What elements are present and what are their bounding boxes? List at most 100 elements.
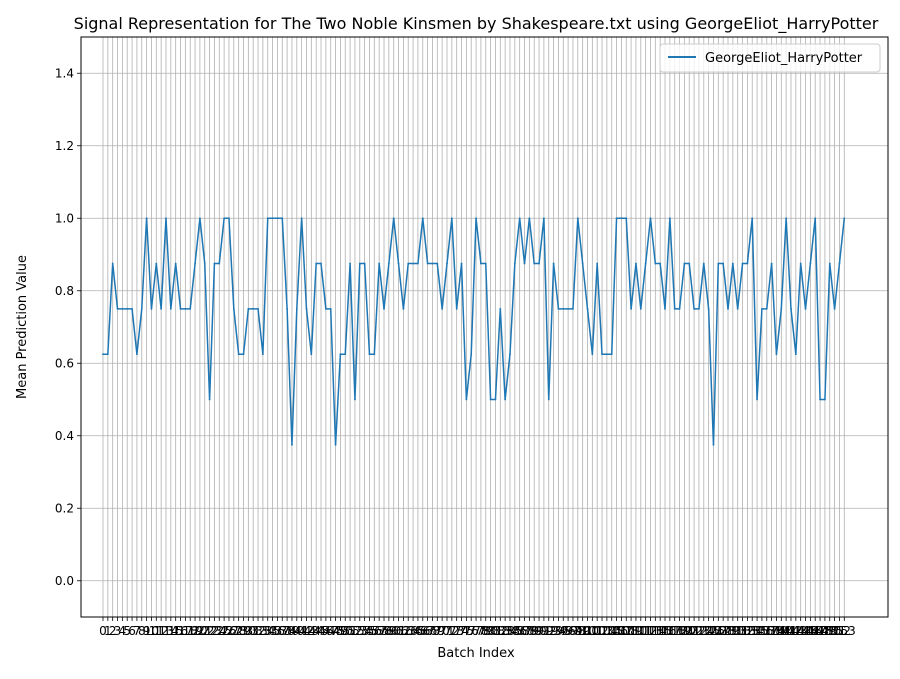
data-point (494, 398, 497, 401)
x-tick-label: 88 (522, 624, 537, 638)
data-point (223, 217, 226, 220)
data-point (131, 307, 133, 310)
x-tick-label: 71 (439, 624, 454, 638)
data-point (746, 262, 749, 265)
x-tick-label: 146 (799, 624, 822, 638)
data-point (213, 262, 216, 265)
data-point (266, 217, 269, 220)
x-tick-label: 104 (595, 624, 618, 638)
x-tick-label: 139 (765, 624, 788, 638)
legend-label: GeorgeEliot_HarryPotter (705, 51, 863, 66)
y-tick-label: 0.6 (55, 356, 74, 370)
data-point (804, 307, 807, 310)
x-tick-label: 33 (255, 624, 270, 638)
x-tick-label: 68 (425, 624, 440, 638)
data-point (557, 307, 560, 310)
y-axis-label: Mean Prediction Value (15, 255, 30, 399)
data-point (121, 307, 124, 310)
data-point (339, 353, 342, 356)
data-point (838, 262, 841, 265)
x-tick-label: 134 (741, 624, 764, 638)
x-tick-label: 130 (721, 624, 744, 638)
data-point (441, 307, 444, 310)
x-tick-label: 112 (634, 624, 657, 638)
x-tick-label: 144 (789, 624, 812, 638)
data-point (693, 307, 695, 310)
data-point (179, 307, 182, 310)
x-tick-label: 145 (794, 624, 817, 638)
x-tick-label: 86 (512, 624, 527, 638)
x-tick-label: 6 (128, 624, 136, 638)
x-tick-label: 13 (158, 624, 173, 638)
x-tick-label: 141 (775, 624, 798, 638)
data-point (315, 262, 318, 265)
x-tick-label: 105 (600, 624, 623, 638)
x-tick-label: 118 (663, 624, 686, 638)
y-tick-label: 1.2 (55, 139, 74, 153)
y-tick-label: 0.2 (55, 501, 74, 515)
data-point (436, 262, 439, 265)
data-point (111, 262, 114, 265)
x-tick-label: 32 (250, 624, 265, 638)
x-tick-label: 129 (717, 624, 740, 638)
x-grid (102, 37, 845, 617)
x-tick-label: 38 (279, 624, 294, 638)
x-tick-label: 117 (658, 624, 681, 638)
data-point (310, 353, 313, 356)
x-tick-label: 1 (104, 624, 112, 638)
data-point (368, 353, 371, 356)
data-point (208, 398, 211, 401)
data-point (363, 262, 366, 265)
data-point (698, 307, 700, 310)
data-point (785, 217, 788, 220)
x-tick-label: 122 (683, 624, 706, 638)
series-layer (102, 217, 846, 446)
x-tick-label: 133 (736, 624, 759, 638)
data-point (596, 262, 599, 265)
x-tick-label: 30 (241, 624, 256, 638)
data-point (562, 307, 565, 310)
data-point (635, 262, 637, 265)
data-point (552, 262, 555, 265)
data-point (664, 307, 666, 310)
x-tick-label: 137 (755, 624, 778, 638)
data-point (581, 262, 584, 265)
data-point (480, 262, 482, 265)
data-point (199, 217, 201, 220)
x-tick-label: 121 (678, 624, 701, 638)
x-tick-label: 116 (654, 624, 677, 638)
x-tick-label: 135 (746, 624, 769, 638)
x-tick-label: 69 (430, 624, 445, 638)
x-tick-label: 46 (318, 624, 333, 638)
data-point (741, 262, 744, 265)
data-point (373, 353, 376, 356)
data-point (126, 307, 129, 310)
x-tick-label: 8 (138, 624, 146, 638)
data-point (809, 262, 812, 265)
x-tick-label: 95 (556, 624, 571, 638)
data-point (678, 307, 681, 310)
data-point (344, 353, 347, 356)
data-point (354, 398, 356, 401)
x-tick-label: 11 (149, 624, 164, 638)
y-tick-label: 0.8 (55, 284, 74, 298)
y-tick-label: 1.4 (55, 66, 74, 80)
data-point (659, 262, 662, 265)
data-point (349, 262, 351, 265)
data-point (572, 307, 574, 310)
x-tick-label: 107 (610, 624, 633, 638)
data-point (683, 262, 686, 265)
data-point (707, 307, 710, 310)
x-tick-label: 37 (275, 624, 290, 638)
data-point (407, 262, 410, 265)
data-point (446, 262, 448, 265)
x-tick-label: 70 (435, 624, 450, 638)
data-point (794, 353, 797, 356)
x-tick-label: 12 (153, 624, 168, 638)
x-tick-label: 80 (483, 624, 498, 638)
x-ticks: 0123456789101112131415161718192021222324… (99, 617, 856, 638)
data-point (533, 262, 536, 265)
data-point (383, 307, 385, 310)
x-tick-label: 24 (212, 624, 227, 638)
x-tick-label: 111 (629, 624, 652, 638)
